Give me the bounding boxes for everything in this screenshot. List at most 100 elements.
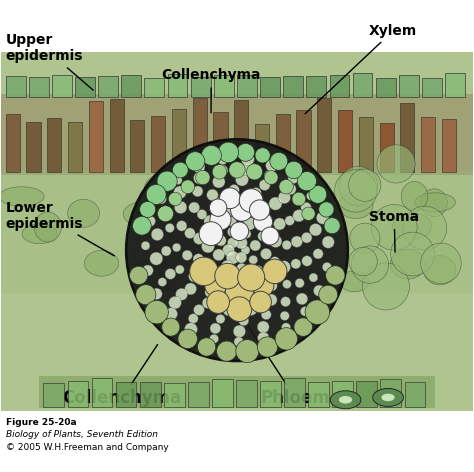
Bar	[308, 382, 329, 407]
Circle shape	[363, 263, 410, 310]
Bar	[353, 73, 373, 97]
Ellipse shape	[339, 396, 352, 404]
Circle shape	[217, 165, 228, 176]
Bar	[1, 170, 473, 293]
Circle shape	[199, 222, 223, 245]
Circle shape	[225, 278, 254, 306]
Circle shape	[204, 215, 216, 227]
Circle shape	[326, 266, 345, 285]
Ellipse shape	[132, 260, 175, 294]
Circle shape	[255, 148, 270, 163]
Circle shape	[350, 223, 380, 253]
Circle shape	[324, 218, 340, 234]
Circle shape	[237, 264, 264, 291]
Circle shape	[205, 287, 215, 297]
Circle shape	[145, 301, 168, 324]
Bar	[381, 379, 401, 407]
Bar	[399, 75, 419, 97]
Circle shape	[270, 152, 288, 170]
Circle shape	[192, 186, 203, 197]
Circle shape	[309, 273, 318, 282]
Circle shape	[129, 266, 148, 285]
Circle shape	[185, 228, 195, 238]
Bar	[151, 116, 165, 172]
Circle shape	[168, 192, 182, 206]
Circle shape	[258, 231, 268, 241]
Ellipse shape	[415, 193, 456, 212]
Ellipse shape	[424, 256, 456, 285]
Ellipse shape	[282, 223, 319, 250]
Circle shape	[254, 265, 263, 275]
Circle shape	[275, 328, 298, 350]
Ellipse shape	[144, 173, 183, 208]
Circle shape	[297, 171, 317, 191]
Bar	[214, 75, 234, 97]
Ellipse shape	[330, 391, 361, 409]
Circle shape	[302, 207, 315, 220]
Circle shape	[157, 206, 173, 222]
Circle shape	[239, 189, 263, 212]
Circle shape	[263, 259, 287, 284]
Circle shape	[235, 237, 247, 249]
Circle shape	[349, 247, 377, 276]
Bar	[422, 77, 442, 97]
Circle shape	[261, 310, 271, 320]
Circle shape	[216, 314, 225, 324]
Bar	[332, 381, 353, 407]
Ellipse shape	[338, 192, 373, 219]
Circle shape	[249, 200, 270, 220]
Ellipse shape	[183, 230, 219, 256]
Circle shape	[306, 192, 315, 200]
Circle shape	[261, 248, 272, 260]
Circle shape	[193, 172, 206, 184]
Circle shape	[245, 303, 257, 315]
Bar	[68, 381, 88, 407]
Circle shape	[228, 227, 237, 237]
Circle shape	[142, 265, 153, 276]
Circle shape	[240, 163, 253, 176]
Circle shape	[241, 152, 254, 166]
Ellipse shape	[135, 203, 171, 236]
Circle shape	[319, 202, 334, 217]
Circle shape	[210, 209, 231, 230]
Circle shape	[339, 166, 378, 205]
Ellipse shape	[68, 199, 100, 228]
Bar	[68, 122, 82, 172]
Bar	[164, 383, 184, 407]
Circle shape	[151, 228, 164, 241]
Ellipse shape	[166, 212, 206, 242]
Bar	[317, 98, 331, 172]
Circle shape	[223, 206, 234, 217]
Circle shape	[210, 323, 221, 334]
Circle shape	[201, 145, 221, 165]
Bar	[44, 383, 64, 407]
Circle shape	[176, 221, 187, 231]
Ellipse shape	[178, 172, 208, 207]
Circle shape	[269, 197, 282, 210]
Bar	[296, 110, 310, 172]
Bar	[338, 110, 352, 172]
Circle shape	[188, 314, 198, 323]
Circle shape	[257, 321, 269, 333]
Circle shape	[273, 218, 286, 230]
Circle shape	[237, 263, 247, 274]
Circle shape	[203, 272, 213, 282]
Circle shape	[126, 139, 348, 361]
Ellipse shape	[401, 181, 428, 211]
Circle shape	[173, 243, 181, 252]
Circle shape	[278, 261, 291, 274]
Circle shape	[215, 197, 227, 208]
Circle shape	[236, 252, 247, 263]
Ellipse shape	[22, 224, 57, 244]
Circle shape	[175, 265, 184, 274]
Bar	[212, 379, 233, 407]
Circle shape	[257, 337, 278, 357]
Bar	[380, 123, 394, 172]
Bar	[6, 114, 20, 172]
Circle shape	[169, 296, 182, 309]
Circle shape	[186, 152, 205, 171]
Bar	[306, 76, 326, 97]
Circle shape	[220, 283, 231, 294]
Circle shape	[150, 252, 163, 265]
Circle shape	[173, 162, 188, 178]
